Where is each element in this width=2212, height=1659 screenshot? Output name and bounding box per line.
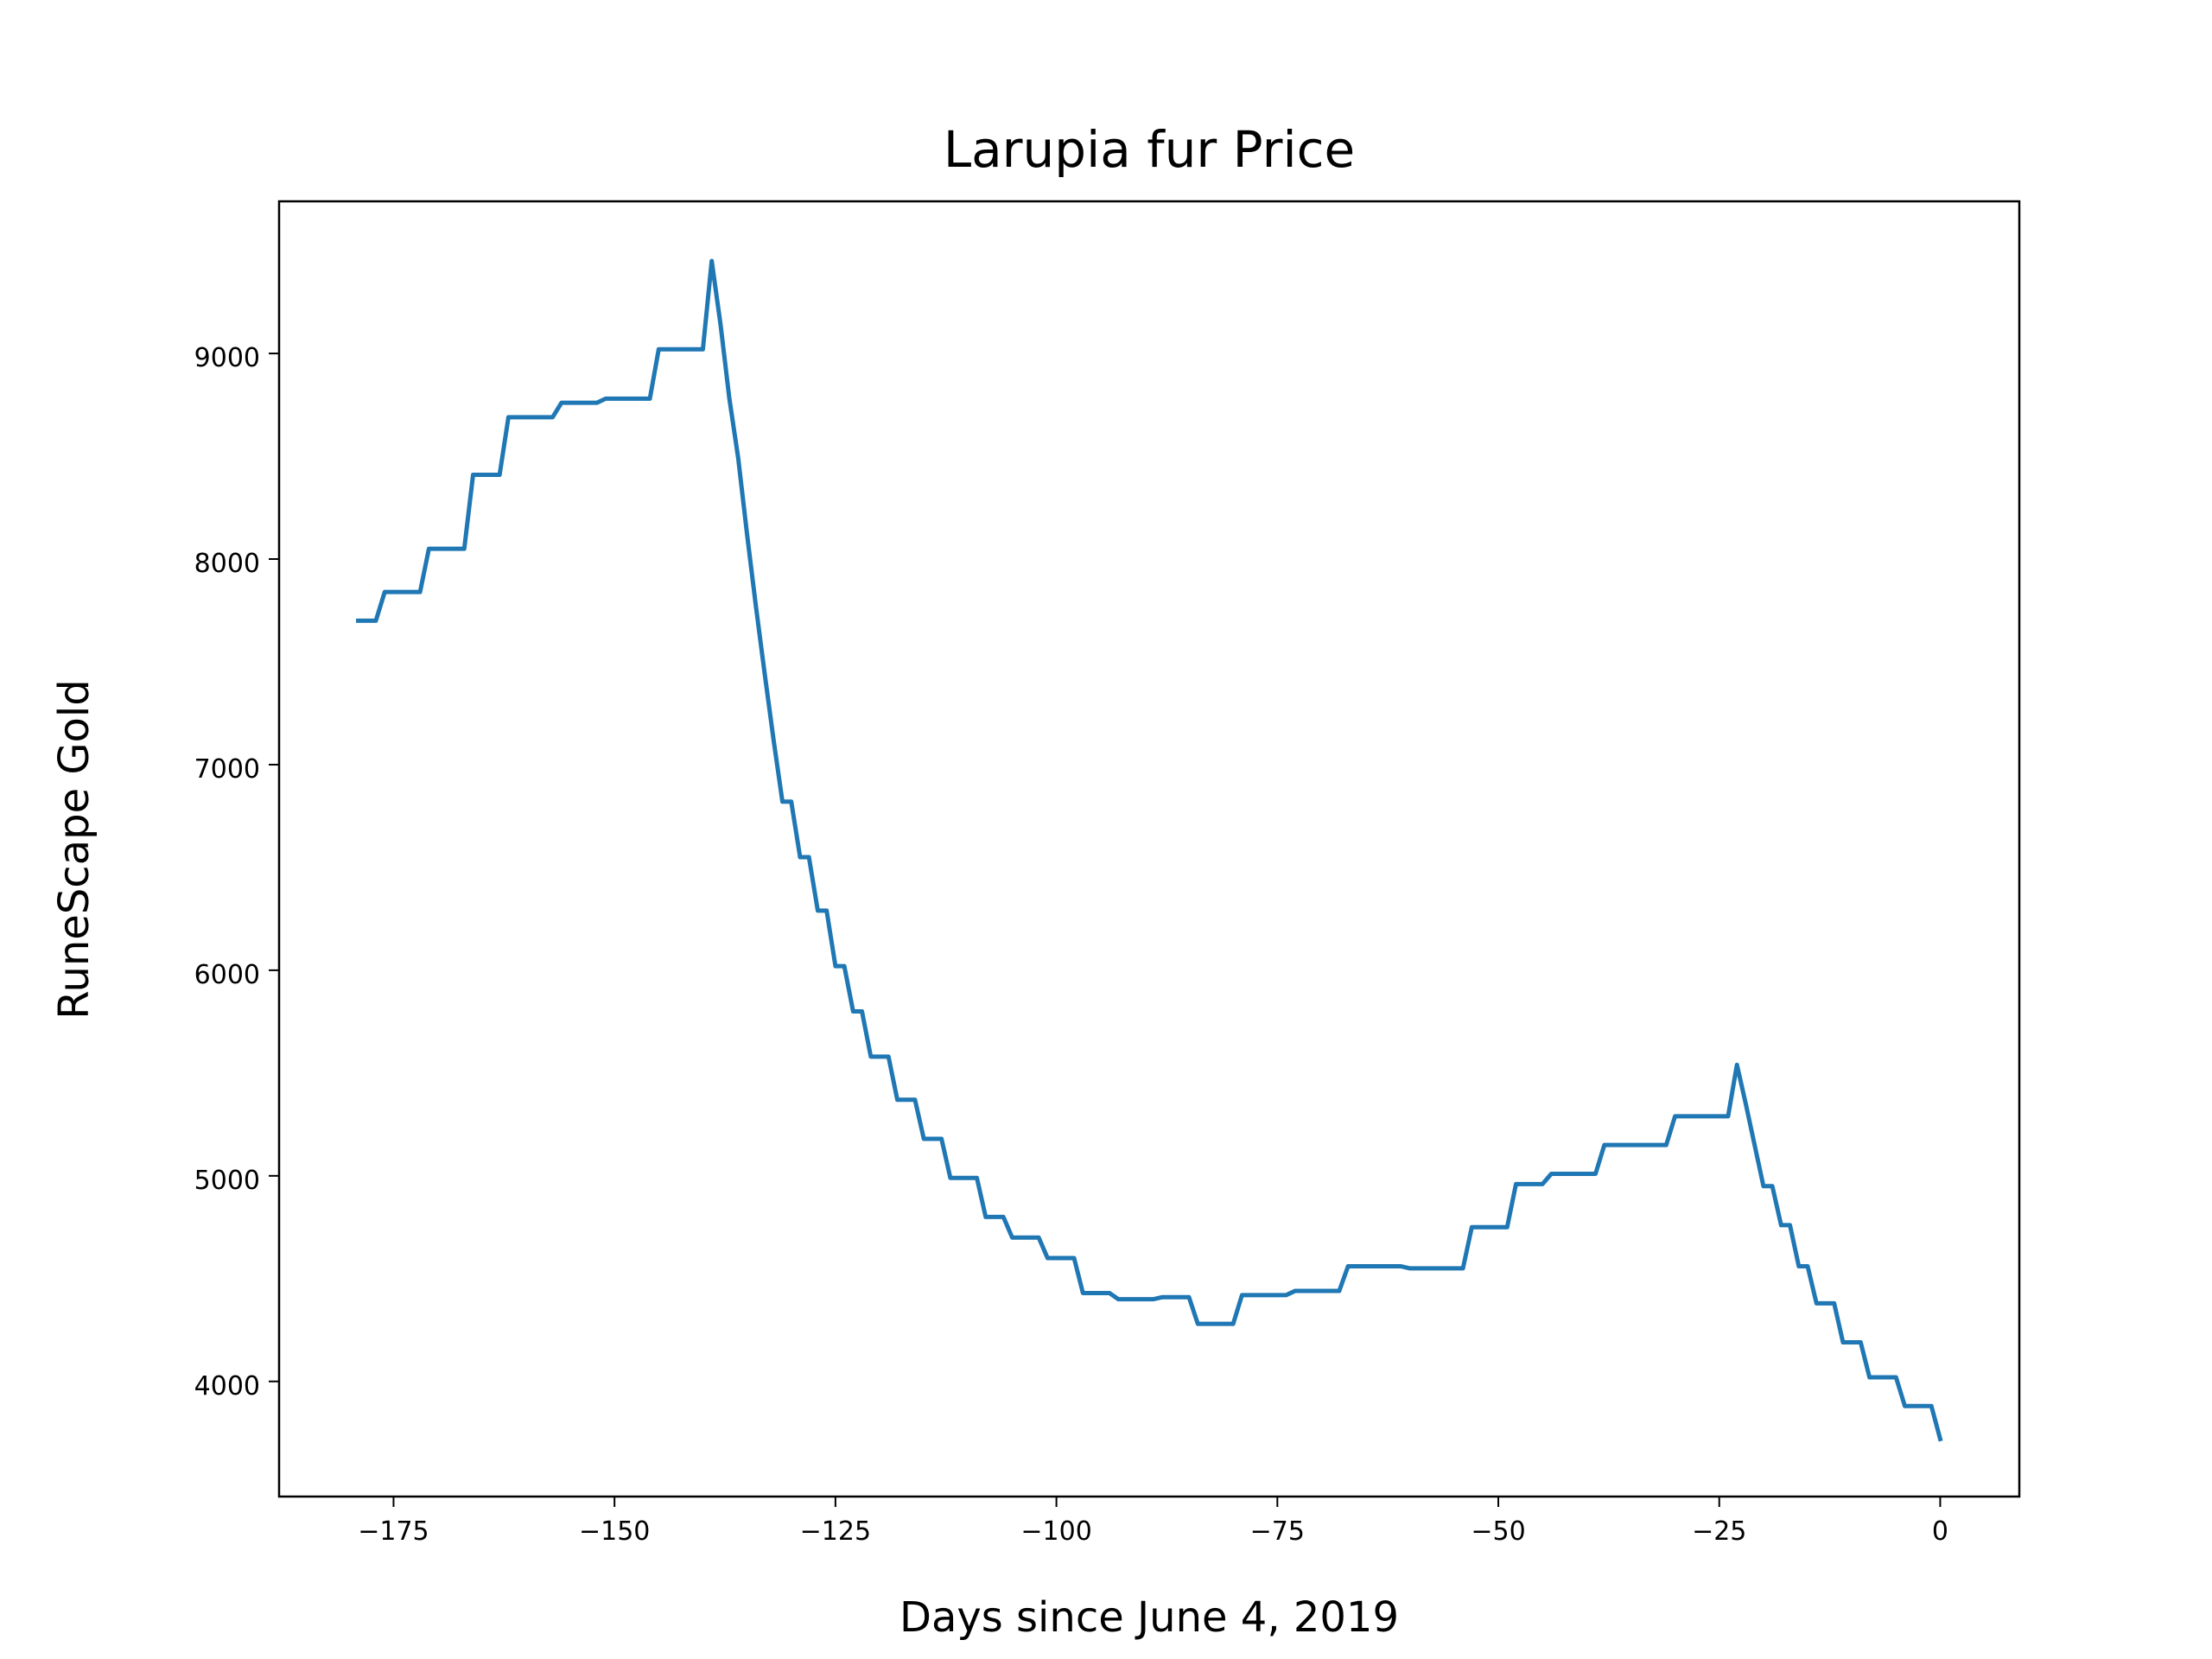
y-tick-label: 8000 xyxy=(194,549,260,579)
y-tick-label: 9000 xyxy=(194,343,260,373)
y-tick-label: 4000 xyxy=(194,1371,260,1402)
x-tick-label: 0 xyxy=(1932,1516,1948,1547)
x-axis-label: Days since June 4, 2019 xyxy=(899,1593,1399,1642)
plot-frame xyxy=(277,200,2021,1498)
x-tick-label: −100 xyxy=(1020,1516,1091,1547)
x-tick-label: −125 xyxy=(800,1516,871,1547)
x-tick-label: −25 xyxy=(1692,1516,1746,1547)
x-tick-label: −75 xyxy=(1250,1516,1305,1547)
y-tick-label: 5000 xyxy=(194,1166,260,1196)
y-axis-label: RuneScape Gold xyxy=(50,679,99,1019)
y-tick-label: 6000 xyxy=(194,960,260,990)
y-tick-label: 7000 xyxy=(194,754,260,785)
x-tick-label: −50 xyxy=(1471,1516,1525,1547)
chart-title: Larupia fur Price xyxy=(944,120,1355,179)
x-tick-label: −150 xyxy=(579,1516,650,1547)
x-tick-label: −175 xyxy=(358,1516,429,1547)
data-line xyxy=(356,258,1943,1442)
